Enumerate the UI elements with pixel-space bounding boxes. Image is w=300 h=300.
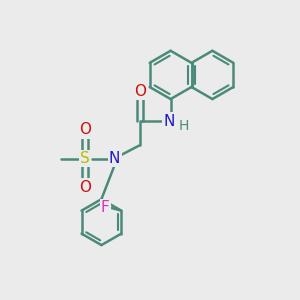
Text: F: F (101, 200, 110, 215)
Text: N: N (109, 151, 120, 166)
Text: N: N (164, 114, 175, 129)
Text: S: S (80, 151, 90, 166)
Text: O: O (79, 180, 91, 195)
Text: H: H (179, 119, 189, 134)
Text: O: O (134, 84, 146, 99)
Text: O: O (79, 122, 91, 137)
